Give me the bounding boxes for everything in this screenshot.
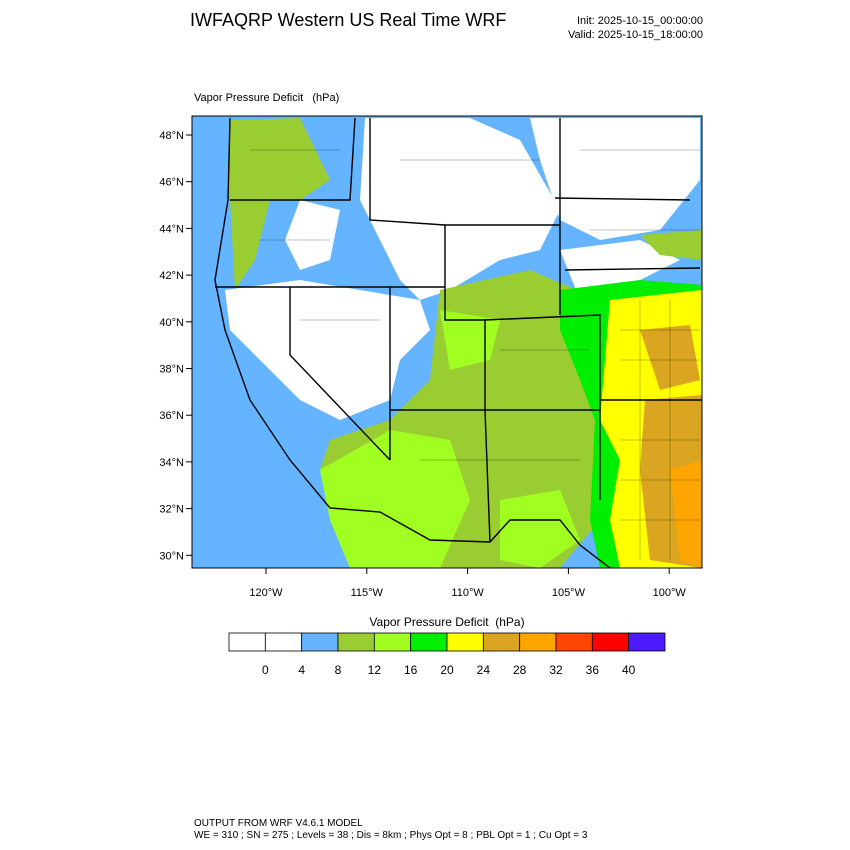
colorbar-box xyxy=(228,632,266,652)
colorbar-box xyxy=(628,632,666,652)
lon-label: 100°W xyxy=(653,587,687,599)
colorbar-tick-label: 20 xyxy=(440,663,454,677)
lon-labels: 120°W 115°W 110°W 105°W 100°W xyxy=(249,568,686,599)
colorbar-tick-label: 4 xyxy=(298,663,305,677)
colorbar-box xyxy=(337,632,375,652)
colorbar-tick-label: 16 xyxy=(404,663,418,677)
lat-labels: 48°N 46°N 44°N 42°N 40°N 38°N 36°N 34°N 32°N 30°N xyxy=(159,130,192,562)
lat-label: 44°N xyxy=(159,223,184,235)
colorbar-box xyxy=(410,632,448,652)
lat-label: 36°N xyxy=(159,410,184,422)
map-fill xyxy=(560,240,680,300)
map-fill xyxy=(670,460,702,568)
lat-label: 34°N xyxy=(159,457,184,469)
lon-label: 115°W xyxy=(351,587,384,599)
map-fill xyxy=(530,118,700,240)
colorbar-box xyxy=(519,632,557,652)
lat-label: 32°N xyxy=(159,504,184,516)
title: IWFAQRP Western US Real Time WRF xyxy=(190,10,506,30)
map-fill xyxy=(230,118,330,290)
map-fill xyxy=(500,490,580,568)
valid-time: Valid: 2025-10-15_18:00:00 xyxy=(568,29,703,41)
footer-line: WE = 310 ; SN = 275 ; Levels = 38 ; Dis … xyxy=(194,830,588,841)
colorbar-tick-label: 0 xyxy=(262,663,269,677)
map-fill xyxy=(320,430,470,568)
colorbar-tick-label: 12 xyxy=(368,663,382,677)
colorbar-box xyxy=(482,632,521,652)
map-fill xyxy=(360,118,560,300)
colorbar-title: Vapor Pressure Deficit (hPa) xyxy=(369,615,524,629)
lon-label: 120°W xyxy=(249,587,283,599)
lat-label: 46°N xyxy=(159,177,184,189)
map-fill xyxy=(225,280,430,420)
init-time: Init: 2025-10-15_00:00:00 xyxy=(577,15,703,27)
map-fill xyxy=(285,200,340,270)
colorbar-tick-label: 28 xyxy=(513,663,527,677)
lon-label: 105°W xyxy=(552,587,586,599)
colorbar-box xyxy=(446,632,484,652)
lat-label: 38°N xyxy=(159,364,184,376)
colorbar-box xyxy=(373,632,412,652)
map-fill xyxy=(640,230,702,260)
footer-line: OUTPUT FROM WRF V4.6.1 MODEL xyxy=(194,818,363,829)
lat-label: 42°N xyxy=(159,270,184,282)
colorbar-tick-label: 36 xyxy=(586,663,600,677)
lat-label: 40°N xyxy=(159,317,184,329)
colorbar-tick-label: 8 xyxy=(335,663,342,677)
map-frame xyxy=(191,115,703,569)
lon-label: 110°W xyxy=(451,587,484,599)
colorbar-box xyxy=(301,632,339,652)
lat-label: 30°N xyxy=(159,550,184,562)
lat-label: 48°N xyxy=(159,130,184,142)
colorbar-tick-label: 24 xyxy=(477,663,491,677)
map-label: Vapor Pressure Deficit (hPa) xyxy=(194,92,339,104)
colorbar-tick-label: 40 xyxy=(622,663,636,677)
colorbar-box xyxy=(264,632,303,652)
colorbar-box xyxy=(591,632,630,652)
colorbar-box xyxy=(555,632,593,652)
colorbar: 0 4 8 12 16 20 24 28 32 36 40 xyxy=(228,632,666,677)
map xyxy=(192,116,702,568)
colorbar-tick-label: 32 xyxy=(549,663,563,677)
